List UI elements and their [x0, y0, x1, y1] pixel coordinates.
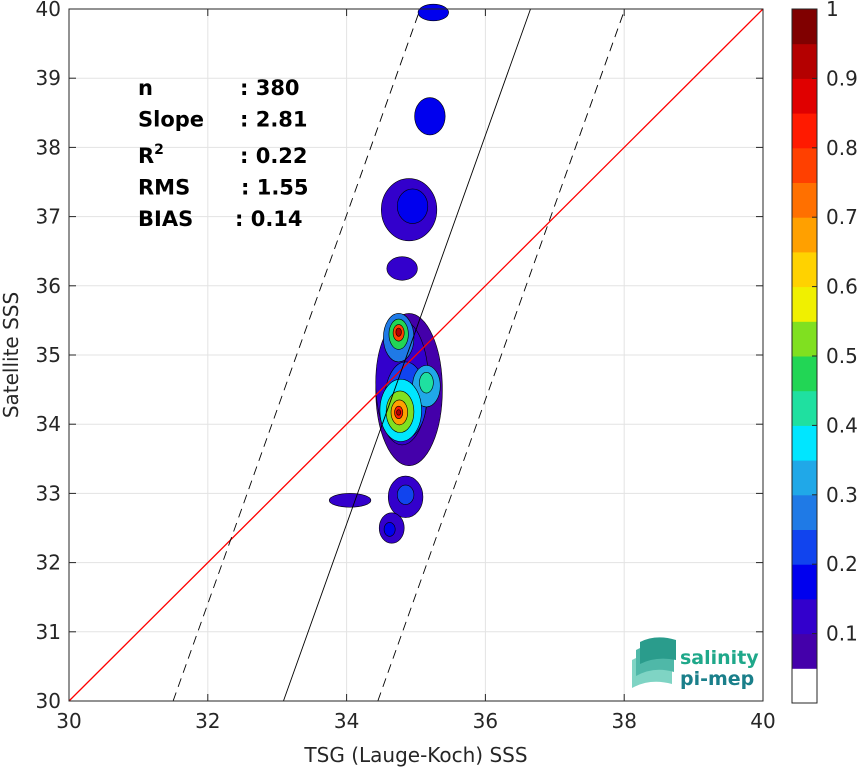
x-tick-label: 40 — [750, 709, 775, 733]
stat-label: RMS — [138, 176, 190, 200]
contour-blob — [386, 256, 418, 281]
colorbar-tick-label: 0.1 — [826, 622, 858, 646]
logo-waves-icon — [632, 637, 676, 688]
colorbar-tick-label: 0.4 — [826, 413, 858, 437]
line-identity — [68, 8, 764, 702]
colorbar-segment — [792, 494, 817, 530]
stat-value: : 0.22 — [240, 144, 308, 168]
stat-label: n — [138, 76, 153, 100]
colorbar-segment — [792, 633, 817, 669]
logo-line1: salinity — [680, 647, 759, 669]
colorbar-segment — [792, 356, 817, 392]
stat-label: BIAS — [138, 207, 193, 231]
colorbar-tick-label: 0.7 — [826, 205, 858, 229]
contour-blobs — [328, 3, 449, 544]
y-axis-label: Satellite SSS — [0, 292, 23, 418]
colorbar-segment — [792, 9, 817, 45]
colorbar: 0.1 0.2 0.3 0.4 0.5 0.6 0.7 0.8 0.9 1 — [791, 0, 858, 704]
colorbar-tick-label: 0.9 — [826, 66, 858, 90]
contour-blob — [383, 522, 396, 537]
contour-blob — [396, 484, 415, 505]
colorbar-segment — [792, 425, 817, 461]
reference-lines — [68, 8, 764, 702]
y-tick-label: 31 — [36, 620, 61, 644]
colorbar-tick-label: 0.8 — [826, 136, 858, 160]
contour-blob — [417, 3, 449, 22]
colorbar-segment — [792, 43, 817, 79]
colorbar-segment — [792, 564, 817, 600]
stats-block: n : 380 Slope : 2.81 R2 : 0.22 RMS : 1.55 BIAS : … — [138, 76, 309, 231]
stat-value: : 0.14 — [235, 207, 303, 231]
y-tick-label: 37 — [36, 205, 61, 229]
colorbar-segment — [792, 598, 817, 635]
colorbar-segment — [792, 78, 817, 114]
y-ticks: 30 31 32 33 34 35 36 37 38 39 40 — [36, 0, 763, 713]
colorbar-segment — [792, 286, 817, 322]
logo-line2: pi-mep — [680, 668, 754, 690]
y-tick-label: 30 — [36, 689, 61, 713]
colorbar-segment — [792, 668, 817, 704]
y-tick-label: 34 — [36, 412, 61, 436]
contour-blob — [419, 371, 434, 394]
stat-superscript: 2 — [154, 142, 164, 158]
contour-blob — [395, 327, 402, 337]
colorbar-tick-label: 0.2 — [826, 552, 858, 576]
contour-blob — [396, 409, 402, 416]
colorbar-segment — [792, 460, 817, 496]
contour-blob — [396, 188, 429, 224]
colorbar-segment — [792, 182, 817, 218]
colorbar-tick-label: 0.5 — [826, 344, 858, 368]
colorbar-segment — [792, 113, 817, 149]
x-tick-label: 34 — [334, 709, 359, 733]
contour-blob — [414, 97, 446, 136]
y-tick-label: 33 — [36, 481, 61, 505]
x-tick-label: 36 — [473, 709, 498, 733]
colorbar-segment — [792, 321, 817, 357]
grid-lines — [69, 9, 763, 701]
x-ticks: 30 32 34 36 38 40 — [56, 9, 776, 733]
x-tick-label: 32 — [195, 709, 220, 733]
y-tick-label: 39 — [36, 66, 61, 90]
x-tick-label: 38 — [611, 709, 636, 733]
line-regression — [283, 8, 531, 702]
colorbar-tick-label: 0.6 — [826, 275, 858, 299]
y-tick-label: 38 — [36, 135, 61, 159]
colorbar-segment — [792, 390, 817, 426]
y-tick-label: 35 — [36, 343, 61, 367]
stat-value: : 380 — [240, 76, 300, 100]
colorbar-tick-label: 1 — [826, 0, 839, 21]
y-tick-label: 40 — [36, 0, 61, 21]
line-regression-minus — [172, 8, 421, 702]
line-regression-plus — [377, 8, 626, 702]
x-tick-label: 30 — [56, 709, 81, 733]
stat-value: : 2.81 — [240, 108, 308, 132]
colorbar-tick-label: 0.3 — [826, 483, 858, 507]
y-tick-label: 32 — [36, 551, 61, 575]
x-axis-label: TSG (Lauge-Koch) SSS — [303, 743, 527, 767]
contour-blob — [328, 493, 372, 508]
stat-label: R2 — [138, 142, 164, 168]
colorbar-segment — [792, 251, 817, 288]
stat-value: : 1.55 — [241, 176, 309, 200]
salinity-pi-mep-logo: salinity pi-mep — [632, 637, 759, 690]
y-tick-label: 36 — [36, 274, 61, 298]
colorbar-segment — [792, 217, 817, 253]
colorbar-segment — [792, 529, 817, 565]
stat-label: Slope — [138, 108, 204, 132]
colorbar-segment — [792, 147, 817, 183]
